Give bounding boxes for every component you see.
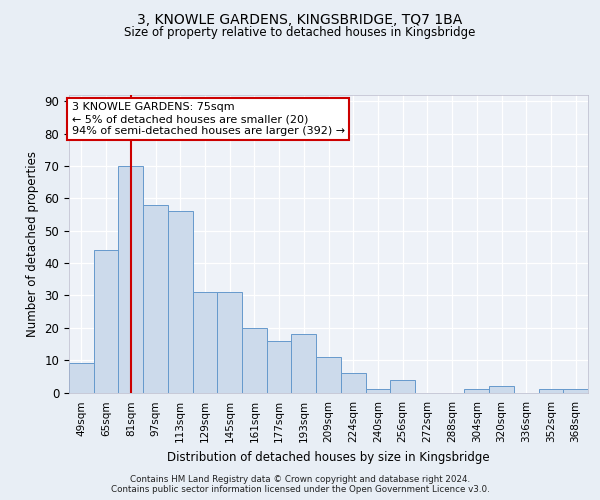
Bar	[193, 292, 217, 392]
Bar	[267, 341, 292, 392]
Bar	[464, 390, 489, 392]
Bar	[390, 380, 415, 392]
Bar	[69, 364, 94, 392]
Bar	[94, 250, 118, 392]
Bar	[217, 292, 242, 392]
Bar	[563, 390, 588, 392]
Bar	[316, 357, 341, 392]
Text: Size of property relative to detached houses in Kingsbridge: Size of property relative to detached ho…	[124, 26, 476, 39]
Bar	[168, 212, 193, 392]
Bar	[365, 390, 390, 392]
Bar	[118, 166, 143, 392]
X-axis label: Distribution of detached houses by size in Kingsbridge: Distribution of detached houses by size …	[167, 450, 490, 464]
Bar	[143, 205, 168, 392]
Text: 3 KNOWLE GARDENS: 75sqm
← 5% of detached houses are smaller (20)
94% of semi-det: 3 KNOWLE GARDENS: 75sqm ← 5% of detached…	[71, 102, 345, 136]
Bar	[292, 334, 316, 392]
Text: 3, KNOWLE GARDENS, KINGSBRIDGE, TQ7 1BA: 3, KNOWLE GARDENS, KINGSBRIDGE, TQ7 1BA	[137, 12, 463, 26]
Bar	[242, 328, 267, 392]
Bar	[341, 373, 365, 392]
Bar	[489, 386, 514, 392]
Text: Contains HM Land Registry data © Crown copyright and database right 2024.
Contai: Contains HM Land Registry data © Crown c…	[110, 474, 490, 494]
Y-axis label: Number of detached properties: Number of detached properties	[26, 151, 39, 337]
Bar	[539, 390, 563, 392]
